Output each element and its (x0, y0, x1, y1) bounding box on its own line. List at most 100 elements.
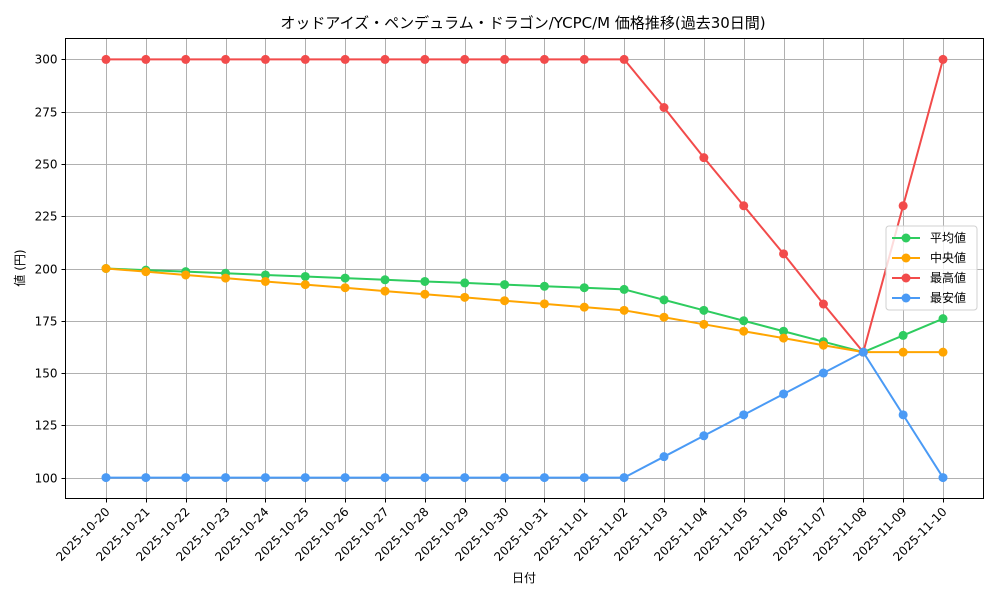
data-point (260, 270, 270, 280)
legend-box (885, 225, 978, 311)
data-point (659, 312, 669, 322)
data-point (539, 281, 549, 291)
data-point (500, 473, 510, 483)
data-point (699, 305, 709, 315)
data-point (579, 473, 589, 483)
data-point (898, 330, 908, 340)
data-point (619, 284, 629, 294)
data-point (101, 473, 111, 483)
data-point (898, 410, 908, 420)
legend-marker (901, 293, 911, 303)
series-line (101, 264, 948, 357)
data-point (300, 54, 310, 64)
data-point (260, 473, 270, 483)
data-point (340, 283, 350, 293)
data-point (659, 452, 669, 462)
data-point (659, 103, 669, 112)
data-point (460, 292, 470, 302)
data-point (779, 249, 789, 259)
data-point (101, 54, 111, 64)
y-tick-label: 250 (35, 158, 58, 172)
data-point (579, 302, 589, 312)
y-tick-label: 125 (35, 419, 58, 433)
legend-label: 中央値 (930, 250, 966, 265)
data-point (420, 473, 430, 483)
data-point (619, 305, 629, 315)
data-point (699, 319, 709, 329)
legend-label: 最安値 (930, 290, 966, 305)
data-point (420, 276, 430, 286)
data-point (739, 410, 749, 420)
y-tick-label: 225 (35, 210, 58, 224)
y-tick-label: 200 (35, 263, 58, 277)
data-point (779, 389, 789, 399)
data-point (938, 473, 948, 483)
data-point (579, 54, 589, 64)
data-point (938, 314, 948, 324)
y-axis-ticks: 100 125 150 175 200 225 250 275 300 (35, 53, 66, 486)
data-point (539, 299, 549, 309)
data-point (420, 54, 430, 64)
data-point (340, 273, 350, 283)
data-point (380, 473, 390, 483)
data-point (340, 54, 350, 64)
y-tick-label: 175 (35, 315, 58, 329)
series-line (101, 347, 948, 483)
data-point (779, 326, 789, 336)
data-point (818, 340, 828, 350)
data-point (141, 473, 151, 483)
data-point (221, 273, 231, 283)
data-point (101, 264, 111, 273)
data-point (898, 347, 908, 357)
data-point (340, 473, 350, 483)
data-point (739, 201, 749, 211)
data-series (101, 54, 948, 483)
x-axis-label: 日付 (512, 571, 536, 585)
data-point (181, 270, 191, 280)
data-point (380, 286, 390, 296)
data-point (181, 473, 191, 483)
data-point (141, 54, 151, 64)
data-point (141, 267, 151, 277)
chart-title: オッドアイズ・ペンデュラム・ドラゴン/YCPC/M 価格推移(過去30日間) (280, 14, 765, 32)
data-point (380, 54, 390, 64)
y-tick-label: 275 (35, 106, 58, 120)
y-tick-label: 150 (35, 367, 58, 381)
data-point (460, 278, 470, 288)
data-point (938, 347, 948, 357)
data-point (300, 473, 310, 483)
series-path (106, 350, 944, 479)
legend-marker (901, 253, 911, 263)
data-point (300, 271, 310, 281)
data-point (539, 54, 549, 64)
data-point (221, 54, 231, 64)
data-point (420, 289, 430, 299)
legend-marker (901, 233, 911, 243)
y-tick-label: 300 (35, 53, 58, 67)
series-path (106, 58, 944, 355)
data-point (579, 283, 589, 293)
y-axis-label: 値 (円) (12, 249, 27, 286)
data-point (539, 473, 549, 483)
data-point (221, 473, 231, 483)
data-point (380, 275, 390, 285)
legend-label: 最高値 (930, 270, 966, 285)
data-point (500, 54, 510, 64)
data-point (619, 54, 629, 64)
data-point (260, 276, 270, 286)
data-point (699, 431, 709, 441)
data-point (460, 54, 470, 64)
y-tick-label: 100 (35, 472, 58, 486)
data-point (460, 473, 470, 483)
data-point (500, 296, 510, 306)
data-point (739, 326, 749, 336)
data-point (619, 473, 629, 483)
data-point (858, 347, 868, 357)
data-point (500, 280, 510, 290)
legend-marker (901, 273, 911, 283)
series-path (105, 267, 944, 354)
data-point (779, 333, 789, 343)
data-point (898, 201, 908, 211)
